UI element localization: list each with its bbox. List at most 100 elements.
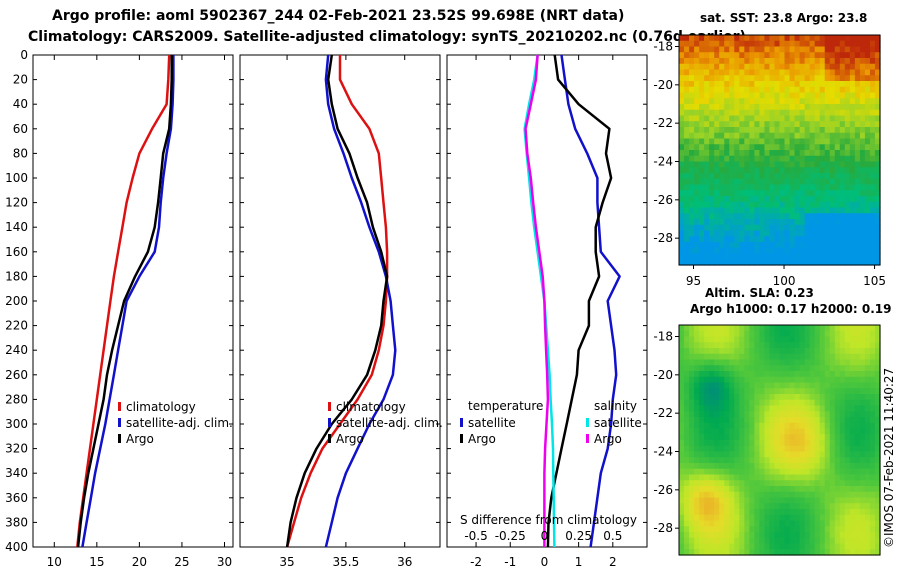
map-cell [789,144,796,151]
map-cell [824,463,831,470]
map-cell [759,35,766,42]
map-cell [859,98,866,105]
map-cell [829,463,836,470]
map-cell [764,371,771,378]
map-cell [689,40,695,48]
map-cell [844,98,851,105]
map-cell [749,526,755,533]
map-cell [859,104,866,111]
map-cell [859,457,866,464]
map-cell [849,549,856,556]
map-cell [774,173,781,180]
map-cell [684,40,690,48]
map-cell [734,236,740,243]
map-cell [784,486,791,493]
map-cell [834,549,841,556]
map-cell [839,132,846,140]
map-cell [759,86,766,94]
map-cell [734,259,740,266]
map-frame [678,324,881,556]
map-cell [814,399,821,407]
map-cell [804,144,811,151]
map-cell [834,81,841,88]
map-cell [709,543,715,550]
map-cell [709,196,715,203]
map-cell [839,388,846,395]
map-cell [784,348,791,355]
map-cell [834,509,841,516]
map-cell [814,173,821,180]
map-cell [729,514,735,522]
map-cell [809,253,816,260]
map-cell [839,155,846,163]
map-cell [779,520,786,527]
map-cell [724,457,730,464]
map-cell [744,259,750,266]
map-cell [704,486,710,493]
map-cell [799,144,806,151]
map-cell [859,382,866,389]
map-cell [764,417,771,424]
map-cell [679,46,685,53]
map-cell [834,526,841,533]
map-cell [694,52,700,59]
map-cell [739,35,745,42]
map-cell [784,35,791,42]
map-cell [874,259,881,266]
map-cell [819,230,826,237]
x-tick-label: 25 [174,555,189,569]
map-cell [759,417,766,424]
map-cell [754,40,761,48]
map-cell [829,81,836,88]
map-cell [754,138,761,145]
map-cell [734,115,740,122]
map-cell [789,81,796,88]
map-cell [694,376,700,384]
title-line-2: Climatology: CARS2009. Satellite-adjuste… [28,29,746,45]
map-cell [734,480,740,487]
map-cell [699,359,705,366]
map-cell [764,92,771,99]
map-cell [729,236,735,243]
map-cell [819,219,826,226]
map-cell [739,98,745,105]
map-cell [734,342,740,349]
map-cell [734,253,740,260]
map-cell [809,224,816,232]
map-cell [754,325,761,332]
map-cell [829,150,836,157]
map-cell [759,201,766,209]
map-cell [729,161,735,168]
map-cell [794,526,801,533]
map-cell [709,497,715,504]
map-cell [834,155,841,163]
map-cell [834,58,841,65]
map-cell [849,365,856,372]
map-cell [779,184,786,191]
legend-swatch-satellite [118,418,121,427]
map-cell [834,365,841,372]
map-cell [839,474,846,481]
y-tick-label: 200 [5,294,28,308]
map-cell [829,503,836,510]
map-cell [854,417,861,424]
map-cell [849,242,856,249]
map-cell [864,196,871,203]
map-cell [829,480,836,487]
map-cell [849,161,856,168]
map-cell [759,236,766,243]
map-cell [854,144,861,151]
map-cell [849,230,856,237]
sla-title-1: Altim. SLA: 0.23 [705,286,814,300]
map-cell [709,178,715,186]
map-cell [854,474,861,481]
map-cell [749,394,755,401]
map-cell [709,92,715,99]
map-cell [829,104,836,111]
map-cell [819,543,826,550]
map-cell [769,497,776,504]
map-cell [779,63,786,71]
map-cell [679,190,685,197]
map-cell [829,247,836,255]
map-cell [789,451,796,458]
